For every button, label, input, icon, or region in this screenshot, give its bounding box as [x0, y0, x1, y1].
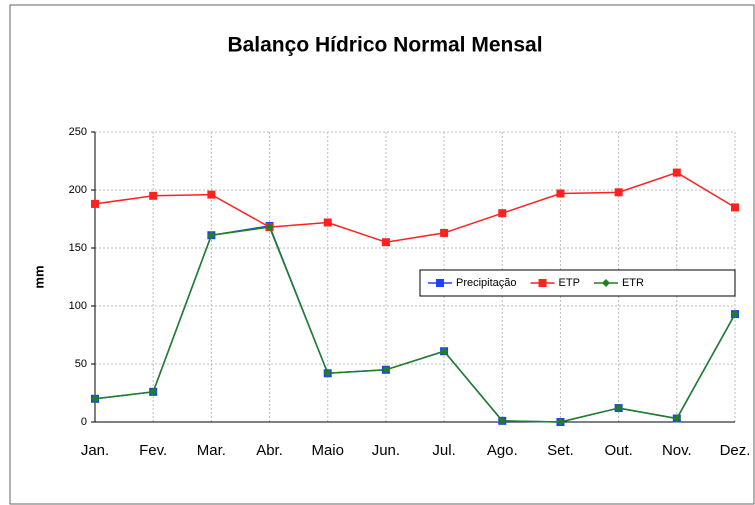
- point: [440, 347, 449, 356]
- point: [556, 418, 565, 426]
- point: [91, 199, 99, 208]
- legend-marker: [601, 279, 610, 287]
- legend-label: ETP: [559, 277, 580, 289]
- point: [731, 310, 739, 319]
- x-tick-label: Jun.: [372, 442, 400, 459]
- y-tick-label: 250: [69, 126, 87, 138]
- point: [149, 387, 158, 396]
- legend-label: ETR: [622, 277, 644, 289]
- x-tick-label: Set.: [547, 442, 574, 459]
- x-tick-label: Jul.: [432, 442, 455, 459]
- point: [614, 188, 623, 197]
- point: [672, 414, 681, 423]
- point: [731, 203, 739, 212]
- y-tick-label: 0: [81, 416, 87, 428]
- point: [556, 189, 565, 198]
- point: [498, 416, 507, 425]
- point: [207, 231, 216, 240]
- y-tick-label: 50: [75, 358, 87, 370]
- x-tick-label: Dez.: [720, 442, 751, 459]
- chart-frame: [9, 4, 755, 505]
- x-tick-label: Out.: [604, 442, 632, 459]
- point: [498, 209, 507, 218]
- legend-marker: [538, 279, 547, 287]
- point: [149, 191, 158, 200]
- y-axis-label: mm: [31, 265, 46, 288]
- point: [381, 238, 390, 247]
- series-line: [94, 171, 736, 243]
- y-tick-label: 100: [69, 300, 87, 312]
- point: [381, 365, 390, 374]
- x-tick-label: Fev.: [139, 442, 167, 459]
- y-tick-label: 200: [69, 184, 87, 196]
- point: [91, 394, 99, 403]
- point: [207, 190, 216, 199]
- point: [265, 223, 274, 232]
- point: [672, 168, 681, 177]
- chart-title: Balanço Hídrico Normal Mensal: [227, 34, 542, 57]
- x-tick-label: Mar.: [197, 442, 226, 459]
- x-tick-label: Maio: [311, 442, 344, 459]
- legend-label: Precipitação: [456, 277, 517, 289]
- x-tick-label: Jan.: [81, 442, 109, 459]
- x-tick-label: Abr.: [256, 442, 283, 459]
- x-tick-label: Ago.: [487, 442, 518, 459]
- legend-box: [419, 269, 736, 297]
- point: [614, 404, 623, 413]
- series-line: [94, 226, 736, 423]
- point: [323, 218, 332, 227]
- point: [440, 228, 449, 237]
- y-tick-label: 150: [69, 242, 87, 254]
- legend-marker: [436, 279, 444, 287]
- point: [323, 369, 332, 378]
- x-tick-label: Nov.: [662, 442, 692, 459]
